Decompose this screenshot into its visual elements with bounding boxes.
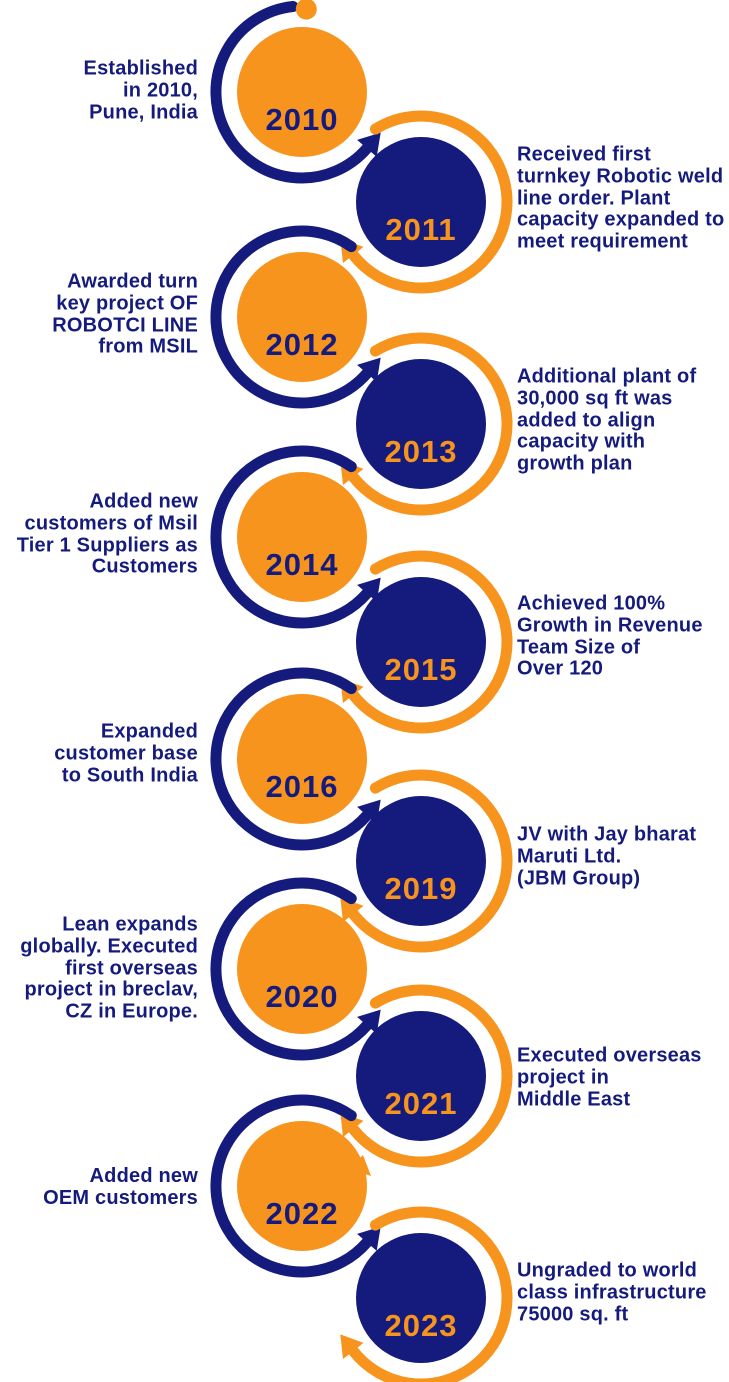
description-2015: Achieved 100% Growth in Revenue Team Siz… xyxy=(517,592,703,680)
year-label-2016: 2016 xyxy=(265,769,339,804)
year-label-2021: 2021 xyxy=(384,1086,458,1121)
year-label-2012: 2012 xyxy=(265,327,339,362)
year-label-2019: 2019 xyxy=(384,871,458,906)
year-label-2014: 2014 xyxy=(265,547,339,582)
swirl-arc-2019 xyxy=(347,769,513,953)
milestone-circle-2021 xyxy=(356,1011,486,1141)
description-2010: Established in 2010, Pune, India xyxy=(83,57,198,123)
description-2014: Added new customers of Msil Tier 1 Suppl… xyxy=(16,490,198,578)
swirl-arc-2020 xyxy=(210,877,373,1061)
swirl-arc-2016 xyxy=(210,667,373,851)
milestone-circle-2019 xyxy=(356,796,486,926)
description-2012: Awarded turn key project OF ROBOTCI LINE… xyxy=(52,270,198,358)
arrowhead-2022 xyxy=(357,1226,381,1251)
swirl-arc-2011 xyxy=(347,110,513,294)
swirl-arrows xyxy=(210,0,513,1382)
year-label-2023: 2023 xyxy=(384,1308,458,1343)
swirl-arc-2013 xyxy=(347,332,513,516)
milestone-circle-2012 xyxy=(237,252,367,382)
arrowhead-2016 xyxy=(357,799,381,824)
arrowhead-2012 xyxy=(357,357,381,382)
swirl-arc-2022 xyxy=(210,1094,373,1278)
description-2013: Additional plant of 30,000 sq ft was add… xyxy=(517,365,697,475)
milestone-circle-2011 xyxy=(356,137,486,267)
year-label-2015: 2015 xyxy=(384,652,458,687)
year-label-2022: 2022 xyxy=(265,1196,339,1231)
milestone-circle-2013 xyxy=(356,359,486,489)
arrowhead-2019 xyxy=(340,897,364,922)
arrowhead-2023 xyxy=(340,1334,364,1359)
year-label-2011: 2011 xyxy=(385,212,457,247)
milestone-circle-2016 xyxy=(237,694,367,824)
description-2019: JV with Jay bharat Maruti Ltd. (JBM Grou… xyxy=(517,823,697,889)
arrow-nub-2022 xyxy=(349,1155,371,1176)
milestone-circle-2015 xyxy=(356,577,486,707)
swirl-arc-2023 xyxy=(347,1206,513,1382)
start-dot xyxy=(295,0,317,20)
description-2016: Expanded customer base to South India xyxy=(54,720,198,786)
milestone-circle-2020 xyxy=(237,904,367,1034)
milestone-circle-2010 xyxy=(237,27,367,157)
year-label-2020: 2020 xyxy=(265,979,339,1014)
description-2021: Executed overseas project in Middle East xyxy=(517,1044,702,1110)
swirl-arc-2014 xyxy=(210,445,373,629)
arrowhead-2020 xyxy=(357,1009,381,1034)
swirl-arc-2012 xyxy=(210,225,373,409)
milestone-circle-2022 xyxy=(237,1121,367,1251)
swirl-arc-2015 xyxy=(347,550,513,734)
milestone-circle-2014 xyxy=(237,472,367,602)
description-2023: Ungraded to world class infrastructure 7… xyxy=(517,1259,707,1325)
milestone-circles xyxy=(237,27,486,1363)
description-2020: Lean expands globally. Executed first ov… xyxy=(20,913,198,1023)
description-2022: Added new OEM customers xyxy=(43,1165,198,1209)
swirl-arc-2021 xyxy=(347,984,513,1168)
milestone-circle-2023 xyxy=(356,1233,486,1363)
arrowhead-2010 xyxy=(357,132,381,157)
year-label-2010: 2010 xyxy=(265,102,339,137)
swirl-arc-2010 xyxy=(210,1,373,184)
year-label-2013: 2013 xyxy=(384,434,458,469)
arrowhead-2014 xyxy=(357,577,381,602)
description-2011: Received first turnkey Robotic weld line… xyxy=(517,143,725,253)
